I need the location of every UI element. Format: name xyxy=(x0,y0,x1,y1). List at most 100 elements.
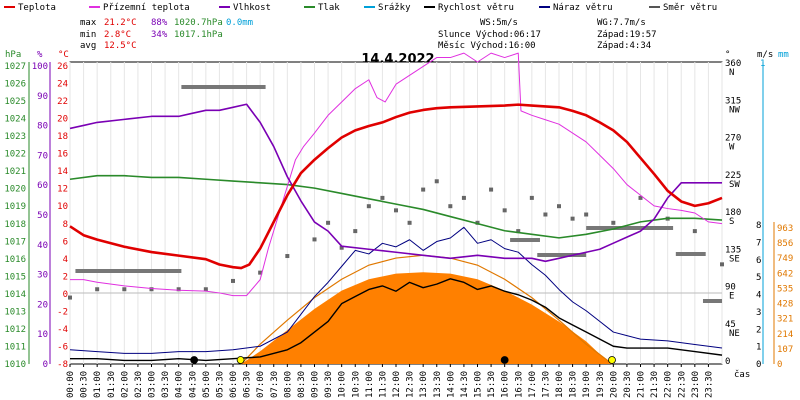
wind-dir-point xyxy=(557,204,561,209)
dir-tick: 135 xyxy=(725,245,741,255)
stat-sun: Slunce Východ:06:17 xyxy=(438,30,541,40)
wind-dir-point xyxy=(326,220,331,225)
time-tick: 18:00 xyxy=(555,371,565,398)
solar-tick: 749 xyxy=(777,254,793,264)
wind-dir-point xyxy=(434,179,439,184)
pct-tick: 30 xyxy=(37,271,48,281)
legend-swatch xyxy=(539,6,550,8)
pct-tick: 70 xyxy=(37,151,48,161)
wind-dir-point xyxy=(421,187,426,192)
wind-dir-point xyxy=(95,287,100,292)
dir-tick-label: E xyxy=(729,292,734,302)
hpa-tick: 1024 xyxy=(4,115,26,125)
wind-dir-point xyxy=(584,212,589,217)
time-tick: 07:00 xyxy=(256,371,266,398)
stat-max-hum: 88% xyxy=(151,18,168,28)
wind-dir-point xyxy=(285,254,290,259)
time-tick: 13:30 xyxy=(433,371,443,398)
solar-tick: 0 xyxy=(777,360,782,370)
stat-ws: WS:5m/s xyxy=(480,18,518,28)
c-tick: 10 xyxy=(57,202,68,212)
time-tick: 02:30 xyxy=(134,371,144,398)
stat-max-rain: 0.0mm xyxy=(226,18,253,28)
legend-swatch xyxy=(424,6,435,8)
time-tick: 04:00 xyxy=(175,371,185,398)
wind-dir-point xyxy=(407,220,412,225)
legend-swatch xyxy=(219,6,230,8)
time-unit: čas xyxy=(734,369,750,380)
ms-tick: 7 xyxy=(756,238,761,248)
wind-dir-point xyxy=(692,229,697,234)
wind-dir-point xyxy=(68,295,72,300)
solar-tick: 321 xyxy=(777,315,793,325)
hpa-tick: 1022 xyxy=(4,150,26,160)
mm-unit: mm xyxy=(778,50,789,60)
dir-tick: 360 xyxy=(725,59,741,69)
wind-dir-point xyxy=(231,278,235,283)
time-tick: 19:00 xyxy=(582,371,592,398)
time-tick: 16:30 xyxy=(514,371,524,398)
hpa-tick: 1011 xyxy=(4,342,26,352)
legend-swatch xyxy=(4,6,15,8)
wind-dir-point xyxy=(570,216,575,221)
wind-dir-point xyxy=(516,229,521,234)
hpa-tick: 1026 xyxy=(4,80,26,90)
time-tick: 06:00 xyxy=(229,371,239,398)
c-tick: 26 xyxy=(57,62,68,72)
wind-dir-point xyxy=(203,287,208,292)
c-tick: 0 xyxy=(63,290,68,300)
pct-tick: 10 xyxy=(37,330,48,340)
wind-dir-point xyxy=(366,204,371,209)
stat-wg: WG:7.7m/s xyxy=(597,18,646,28)
time-tick: 19:30 xyxy=(596,371,606,398)
ms-tick: 3 xyxy=(756,308,761,318)
c-tick: 6 xyxy=(63,237,68,247)
time-tick: 04:30 xyxy=(188,371,198,398)
time-tick: 16:00 xyxy=(501,371,511,398)
wind-dir-point xyxy=(149,287,154,292)
legend-swatch xyxy=(364,6,375,8)
solar-tick: 214 xyxy=(777,330,793,340)
c-tick: 18 xyxy=(57,132,68,142)
time-tick: 14:30 xyxy=(460,371,470,398)
time-tick: 11:30 xyxy=(378,371,388,398)
pct-unit: % xyxy=(37,50,43,60)
pct-tick: 40 xyxy=(37,241,48,251)
hpa-tick: 1012 xyxy=(4,325,26,335)
dir-tick-label: SW xyxy=(729,180,740,190)
hpa-tick: 1015 xyxy=(4,272,26,282)
wind-dir-point xyxy=(489,187,494,192)
wind-dir-point xyxy=(258,270,263,275)
dir-tick: 90 xyxy=(725,283,736,293)
time-tick: 22:30 xyxy=(677,371,687,398)
time-tick: 14:00 xyxy=(446,371,456,398)
time-tick: 12:30 xyxy=(406,371,416,398)
wind-dir-point xyxy=(502,208,507,213)
ms-tick: 2 xyxy=(756,325,761,335)
legend-swatch xyxy=(649,6,660,8)
wind-dir-point xyxy=(543,212,548,217)
pct-tick: 20 xyxy=(37,300,48,310)
ground-temp-line xyxy=(70,52,723,297)
axes: 1027102610251024102310221021102010191018… xyxy=(4,59,793,398)
hpa-tick: 1019 xyxy=(4,202,26,212)
c-tick: 16 xyxy=(57,150,68,160)
pct-tick: 100 xyxy=(32,62,48,72)
ms-unit: m/s xyxy=(757,50,773,60)
time-tick: 10:30 xyxy=(351,371,361,398)
time-tick: 21:30 xyxy=(650,371,660,398)
legend-label: Tlak xyxy=(318,3,340,13)
solar-tick: 642 xyxy=(777,269,793,279)
solar-tick: 535 xyxy=(777,284,793,294)
legend: Teplota Přízemní teplota Vlhkost Tlak Srážky… xyxy=(4,3,717,13)
time-tick: 18:30 xyxy=(569,371,579,398)
stats-block: max 21.2°C 88% 1020.7hPa 0.0mm min 2.8°C… xyxy=(80,18,657,51)
stat-max-label: max xyxy=(80,18,97,28)
time-tick: 00:00 xyxy=(66,371,76,398)
time-tick: 03:00 xyxy=(148,371,158,398)
time-tick: 15:30 xyxy=(487,371,497,398)
c-tick: -6 xyxy=(57,342,68,352)
time-tick: 11:00 xyxy=(365,371,375,398)
time-tick: 03:30 xyxy=(161,371,171,398)
dir-tick-label: S xyxy=(729,217,734,227)
